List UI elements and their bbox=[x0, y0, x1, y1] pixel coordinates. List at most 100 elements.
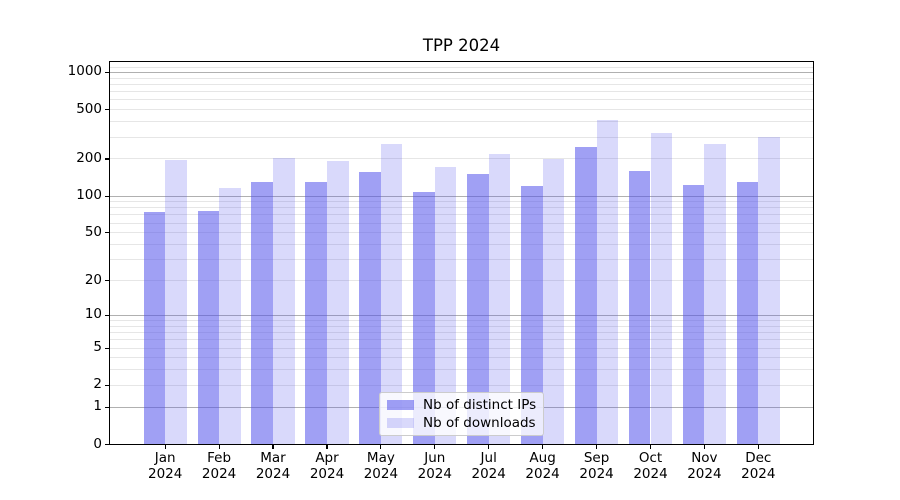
gridline-minor-y-50 bbox=[110, 232, 813, 234]
bar-downloads-mar bbox=[273, 157, 295, 444]
gridline-minor-y-1100 bbox=[110, 66, 813, 68]
y-tick-mark-0 bbox=[105, 444, 109, 446]
bar-downloads-jun bbox=[434, 167, 457, 444]
gridline-minor-y-40 bbox=[110, 244, 813, 245]
gridline-minor-y-4 bbox=[110, 357, 813, 359]
bar-downloads-jul bbox=[488, 154, 511, 444]
legend-swatch-distinct-ips bbox=[387, 400, 414, 410]
y-tick-mark-100 bbox=[105, 195, 109, 197]
y-tick-mark-50 bbox=[105, 232, 109, 234]
y-tick-mark-2 bbox=[105, 384, 109, 386]
bar-distinct-ips-jan bbox=[143, 211, 166, 444]
x-tick-label-nov: Nov 2024 bbox=[687, 450, 722, 482]
legend-label-downloads: Nb of downloads bbox=[423, 415, 536, 431]
y-tick-label-50: 50 bbox=[84, 223, 102, 240]
x-tick-label-sep: Sep 2024 bbox=[579, 450, 614, 482]
x-tick-mark-dec bbox=[757, 445, 759, 449]
gridline-minor-y-20 bbox=[110, 280, 813, 281]
gridline-minor-y-6 bbox=[110, 339, 813, 341]
x-tick-mark-apr bbox=[326, 445, 328, 449]
plot-area bbox=[109, 61, 814, 445]
gridline-minor-y-9 bbox=[110, 320, 813, 321]
x-tick-mark-jul bbox=[488, 445, 490, 449]
legend-item-distinct-ips: Nb of distinct IPs bbox=[387, 397, 536, 413]
gridline-minor-y-700 bbox=[110, 91, 813, 93]
legend-swatch-downloads bbox=[387, 418, 414, 428]
y-tick-label-0: 0 bbox=[93, 435, 102, 452]
gridline-minor-y-8 bbox=[110, 325, 813, 327]
x-tick-mark-may bbox=[380, 445, 382, 449]
y-tick-mark-20 bbox=[105, 280, 109, 282]
x-tick-mark-jan bbox=[164, 445, 166, 449]
x-tick-label-may: May 2024 bbox=[363, 450, 399, 482]
bar-distinct-ips-dec bbox=[736, 181, 759, 444]
gridline-minor-y-600 bbox=[110, 99, 813, 101]
gridline-minor-y-5 bbox=[110, 347, 813, 349]
gridline-minor-y-200 bbox=[110, 158, 813, 160]
y-tick-label-5: 5 bbox=[93, 339, 102, 355]
bar-downloads-may bbox=[380, 144, 403, 444]
gridline-minor-y-400 bbox=[110, 121, 813, 123]
x-tick-mark-sep bbox=[596, 445, 598, 449]
x-tick-label-jul: Jul 2024 bbox=[471, 450, 506, 482]
gridline-minor-y-60 bbox=[110, 222, 813, 224]
y-tick-mark-1000 bbox=[105, 71, 109, 74]
bar-distinct-ips-nov bbox=[682, 184, 705, 444]
gridline-minor-y-7 bbox=[110, 332, 813, 333]
bar-distinct-ips-apr bbox=[305, 181, 327, 444]
legend-label-distinct-ips: Nb of distinct IPs bbox=[423, 397, 537, 413]
bar-downloads-sep bbox=[596, 120, 619, 444]
gridline-major-y-100 bbox=[110, 195, 813, 197]
y-tick-mark-1 bbox=[105, 406, 109, 408]
gridline-minor-y-300 bbox=[110, 136, 813, 138]
bar-distinct-ips-jun bbox=[413, 191, 435, 444]
y-tick-mark-500 bbox=[105, 109, 109, 111]
y-tick-label-1000: 1000 bbox=[67, 63, 102, 80]
x-tick-mark-oct bbox=[649, 445, 652, 449]
chart-title: TPP 2024 bbox=[422, 36, 501, 55]
x-tick-mark-nov bbox=[703, 445, 705, 449]
y-tick-mark-10 bbox=[105, 314, 109, 317]
y-tick-label-1: 1 bbox=[93, 398, 102, 415]
gridline-major-y-1000 bbox=[110, 71, 813, 73]
x-tick-label-jun: Jun 2024 bbox=[417, 450, 452, 482]
x-tick-label-oct: Oct 2024 bbox=[633, 450, 668, 482]
y-tick-label-2: 2 bbox=[93, 376, 102, 393]
gridline-minor-y-30 bbox=[110, 259, 813, 261]
gridline-minor-y-3 bbox=[110, 369, 813, 371]
x-tick-mark-mar bbox=[272, 445, 274, 449]
bar-downloads-feb bbox=[219, 187, 241, 444]
bar-downloads-jan bbox=[165, 159, 187, 444]
bar-distinct-ips-feb bbox=[197, 210, 220, 444]
bar-downloads-dec bbox=[758, 137, 780, 444]
bar-distinct-ips-may bbox=[359, 171, 381, 444]
y-tick-label-200: 200 bbox=[76, 149, 102, 166]
gridline-minor-y-2 bbox=[110, 384, 813, 386]
x-tick-label-dec: Dec 2024 bbox=[741, 450, 776, 482]
x-tick-label-aug: Aug 2024 bbox=[525, 450, 560, 482]
y-tick-mark-200 bbox=[105, 158, 109, 160]
legend: Nb of distinct IPs Nb of downloads bbox=[379, 392, 544, 436]
bar-distinct-ips-mar bbox=[251, 181, 273, 444]
x-tick-mark-feb bbox=[218, 445, 220, 449]
bar-distinct-ips-jul bbox=[467, 173, 489, 444]
x-tick-label-mar: Mar 2024 bbox=[255, 450, 291, 482]
y-tick-mark-5 bbox=[105, 347, 109, 349]
y-tick-label-20: 20 bbox=[84, 271, 102, 288]
gridline-minor-y-900 bbox=[110, 77, 813, 79]
gridline-minor-y-70 bbox=[110, 214, 813, 216]
x-tick-label-feb: Feb 2024 bbox=[201, 450, 237, 482]
y-tick-label-100: 100 bbox=[76, 187, 102, 203]
bar-downloads-nov bbox=[704, 144, 726, 444]
x-tick-label-apr: Apr 2024 bbox=[309, 450, 345, 482]
gridline-minor-y-80 bbox=[110, 207, 813, 209]
bar-downloads-apr bbox=[327, 160, 349, 444]
gridline-major-y-10 bbox=[110, 314, 813, 316]
bar-distinct-ips-aug bbox=[521, 186, 543, 444]
x-tick-mark-jun bbox=[434, 445, 436, 449]
x-tick-mark-aug bbox=[542, 445, 544, 449]
legend-item-downloads: Nb of downloads bbox=[387, 415, 536, 431]
gridline-minor-y-800 bbox=[110, 83, 813, 85]
bar-distinct-ips-oct bbox=[628, 171, 651, 444]
